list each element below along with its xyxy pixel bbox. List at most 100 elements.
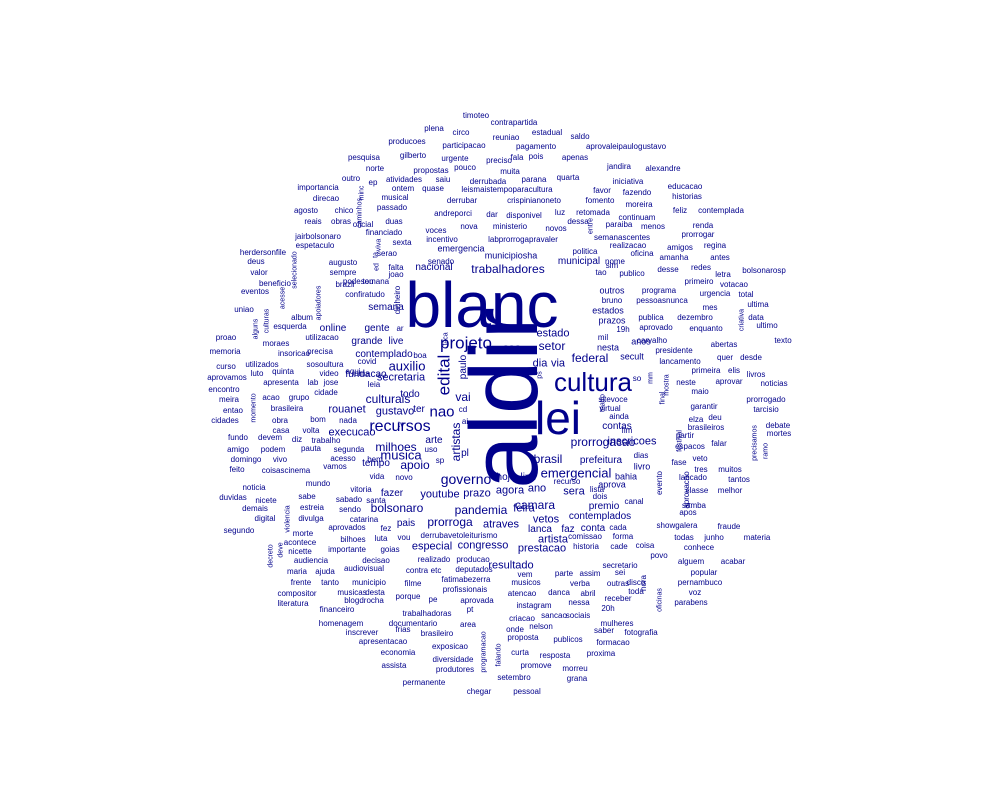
word-canal: canal bbox=[624, 497, 644, 506]
word-nacional: nacional bbox=[415, 262, 453, 273]
word-importante: importante bbox=[328, 545, 366, 554]
word-muita: muita bbox=[500, 167, 520, 176]
word-curta: curta bbox=[511, 648, 529, 657]
word-fala: fala bbox=[510, 153, 524, 162]
word-mulheres: mulheres bbox=[600, 619, 634, 628]
word-contemplado: contemplado bbox=[355, 349, 413, 360]
word-parabens: parabens bbox=[674, 598, 708, 607]
word-porque: porque bbox=[395, 592, 421, 601]
word-quinta: quinta bbox=[272, 367, 294, 376]
word-sao: sao bbox=[503, 342, 521, 355]
word-outras: outras bbox=[606, 579, 630, 588]
word-contas: contas bbox=[602, 421, 632, 432]
word-alguem: alguem bbox=[677, 557, 705, 566]
word-ter: ter bbox=[413, 404, 425, 415]
word-utilizacao: utilizacao bbox=[305, 333, 339, 342]
word-dar: dar bbox=[486, 210, 498, 219]
word-saber: saber bbox=[593, 626, 615, 635]
word-criativa: criativa bbox=[738, 308, 746, 332]
word-sendo: sendo bbox=[339, 505, 361, 514]
word-brasil: brasil bbox=[533, 452, 563, 466]
word-setembro: setembro bbox=[497, 673, 531, 682]
word-assista: assista bbox=[381, 661, 407, 670]
word-ed: ed bbox=[373, 263, 381, 271]
word-herdersonfile: herdersonfile bbox=[239, 248, 287, 257]
word-viva: viva bbox=[375, 238, 383, 252]
word-preciso: preciso bbox=[486, 156, 512, 165]
word-emergencia: emergencia bbox=[437, 243, 485, 254]
word-demais: demais bbox=[242, 504, 268, 513]
word-jose: jose bbox=[323, 378, 339, 387]
word-programa: programa bbox=[641, 286, 677, 295]
word-apoiadores: apoiadores bbox=[315, 285, 323, 321]
word-politica: politica bbox=[572, 247, 598, 256]
word-nada: nada bbox=[339, 416, 357, 425]
word-pe: pe bbox=[428, 595, 438, 604]
word-feliz: feliz bbox=[672, 206, 688, 215]
word-ai: ai bbox=[461, 417, 469, 426]
word-realizacao: realizacao bbox=[609, 241, 647, 250]
word-espetaculo: espetaculo bbox=[295, 241, 335, 250]
word-conhece: conhece bbox=[683, 543, 715, 552]
word-aprovados: aprovados bbox=[328, 523, 366, 532]
word-pandemia: pandemia bbox=[454, 503, 508, 517]
word-dinheiro: dinheiro bbox=[393, 285, 402, 315]
word-muitos: muitos bbox=[718, 465, 742, 474]
word-divulga: divulga bbox=[298, 514, 324, 523]
word-propostas: propostas bbox=[413, 166, 449, 175]
word-segundo: segundo bbox=[223, 526, 255, 535]
word-veto: veto bbox=[692, 454, 708, 463]
word-formacao: formacao bbox=[596, 638, 630, 647]
word-disponivel: disponivel bbox=[506, 211, 542, 220]
word-encontro: encontro bbox=[208, 385, 240, 394]
word-estadual: estadual bbox=[531, 128, 563, 137]
word-setor: setor bbox=[538, 339, 566, 353]
word-homenagem: homenagem bbox=[318, 619, 364, 628]
word-frias: frias bbox=[395, 625, 411, 634]
word-assim: assim bbox=[579, 569, 601, 578]
word-coisascinema: coisascinema bbox=[261, 466, 311, 475]
word-fundo: fundo bbox=[227, 433, 249, 442]
word-aprovado: aprovado bbox=[639, 323, 673, 332]
word-maria: maria bbox=[286, 567, 308, 576]
word-cada: cada bbox=[609, 523, 627, 532]
word-brasileiros: brasileiros bbox=[687, 423, 725, 432]
word-showgalera: showgalera bbox=[656, 521, 698, 530]
word-literatura: literatura bbox=[277, 599, 309, 608]
word-maio: maio bbox=[691, 387, 709, 396]
word-producoes: producoes bbox=[388, 137, 426, 146]
word-total: total bbox=[738, 290, 754, 299]
word-regina: regina bbox=[703, 241, 727, 250]
word-milhoes: milhoes bbox=[375, 440, 417, 454]
word-casa: casa bbox=[272, 426, 290, 435]
word-elis: elis bbox=[727, 366, 741, 375]
word-blanc: blanc bbox=[405, 269, 559, 341]
word-sexta: sexta bbox=[392, 238, 412, 247]
word-prorrogar: prorrogar bbox=[681, 230, 715, 239]
word-sosoultura: sosoultura bbox=[306, 360, 344, 369]
word-desde: desde bbox=[740, 353, 762, 362]
word-tou: tou bbox=[362, 277, 374, 286]
word-joao: joao bbox=[388, 270, 404, 279]
word-dias: dias bbox=[633, 451, 649, 460]
word-acabar: acabar bbox=[720, 557, 746, 566]
word-recursos: recursos bbox=[369, 418, 431, 435]
word-lancamento: lancamento bbox=[659, 357, 701, 366]
word-tarcisio: tarcisio bbox=[753, 405, 779, 414]
word-deve: deve bbox=[277, 542, 285, 558]
word-contrapartida: contrapartida bbox=[490, 118, 538, 127]
word-proxima: proxima bbox=[586, 649, 616, 658]
word-historia: historia bbox=[573, 542, 599, 551]
word-nova: nova bbox=[460, 222, 478, 231]
word-livro: livro bbox=[633, 461, 651, 472]
word-profissionais: profissionais bbox=[442, 585, 488, 594]
word-outro: outro bbox=[341, 174, 361, 183]
word-evento: evento bbox=[655, 470, 664, 496]
word-volta: volta bbox=[302, 426, 320, 435]
word-prorrogacao: prorrogacao bbox=[570, 435, 636, 449]
word-caminhos: caminhos bbox=[356, 198, 364, 228]
word-lista: lista bbox=[589, 485, 605, 494]
word-espacos: espacos bbox=[675, 442, 705, 451]
word-sitevoce: sitevoce bbox=[598, 395, 628, 404]
word-economia: economia bbox=[380, 648, 416, 657]
